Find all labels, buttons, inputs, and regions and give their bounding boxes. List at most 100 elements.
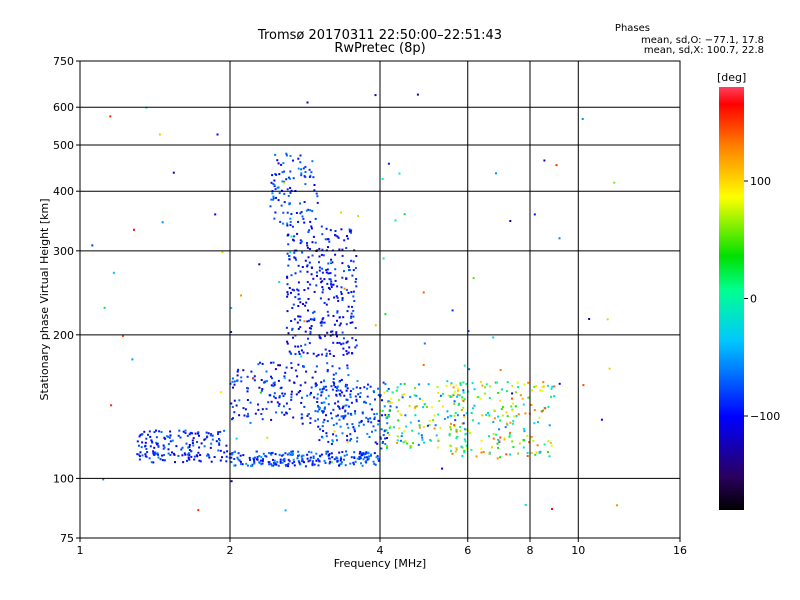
data-point [286,276,289,279]
data-point [300,413,303,416]
data-point [285,154,288,157]
data-point [499,436,502,439]
data-point [332,373,335,376]
data-point [330,452,333,455]
data-point [608,367,611,370]
data-point [286,342,289,345]
data-point [511,397,513,400]
data-point [146,451,149,454]
data-point [199,454,202,456]
data-point [328,278,331,281]
data-point [347,291,350,294]
data-point [293,460,296,463]
data-point [242,454,245,457]
data-point [177,454,180,457]
data-point [276,159,279,162]
data-point [322,385,325,388]
data-point [277,464,280,467]
data-point [522,403,525,406]
data-point [351,321,354,324]
data-point [321,410,324,413]
data-point [537,421,539,423]
data-point [249,401,252,404]
data-point [291,450,294,453]
data-point [386,445,388,447]
data-point [346,423,349,426]
data-point [297,293,300,296]
data-point [492,437,495,440]
x-tick-label: 8 [527,544,534,557]
data-point [306,264,309,267]
data-point [305,370,308,373]
data-point [169,434,172,437]
data-point [328,240,331,243]
data-point [423,342,426,345]
data-point [309,220,312,223]
data-point [149,445,152,448]
data-point [385,416,388,419]
data-point [358,452,361,455]
data-point [168,436,171,439]
data-point [386,431,389,434]
data-point [191,439,194,442]
phases-header: Phases [614,23,650,34]
data-point [546,451,549,453]
data-point [288,379,291,382]
data-point [273,381,276,384]
data-point [235,404,238,407]
data-point [230,480,233,483]
data-point [547,405,550,408]
data-point [392,426,395,429]
data-point [188,454,191,456]
data-point [465,412,468,415]
data-point [505,422,508,425]
data-point [253,456,256,459]
data-point [219,430,222,433]
data-point [144,445,147,448]
data-point [495,381,498,384]
data-point [542,381,545,384]
data-point [282,459,285,461]
data-point [517,452,520,455]
data-point [158,430,161,433]
data-point [281,461,284,464]
data-point [353,457,356,459]
data-point [350,456,353,459]
data-point [232,386,234,389]
data-point [345,453,348,456]
data-point [325,269,328,272]
data-point [316,195,319,198]
data-point [306,270,309,273]
data-point [138,435,141,438]
data-point [252,377,255,380]
data-point [355,344,358,347]
data-point [255,450,258,453]
data-point [442,392,444,395]
data-point [497,391,500,394]
data-point [336,311,339,314]
data-point [219,449,222,452]
data-point [462,391,465,394]
data-point [395,406,398,409]
data-point [279,220,282,223]
data-point [438,400,441,402]
data-point [285,178,288,181]
data-point [288,460,291,463]
data-point [453,414,456,417]
data-point [455,384,458,387]
data-point [161,221,164,224]
data-point [230,461,233,464]
data-point [300,401,303,404]
data-point [358,456,361,458]
data-point [480,439,483,442]
data-point [370,421,373,424]
data-point [555,164,558,167]
x-tick-label: 10 [571,544,585,557]
data-point [542,409,544,412]
data-point [316,410,319,413]
data-point [237,368,240,371]
data-point [149,435,152,438]
data-point [482,451,485,453]
data-point [351,305,353,308]
data-point [332,341,335,344]
